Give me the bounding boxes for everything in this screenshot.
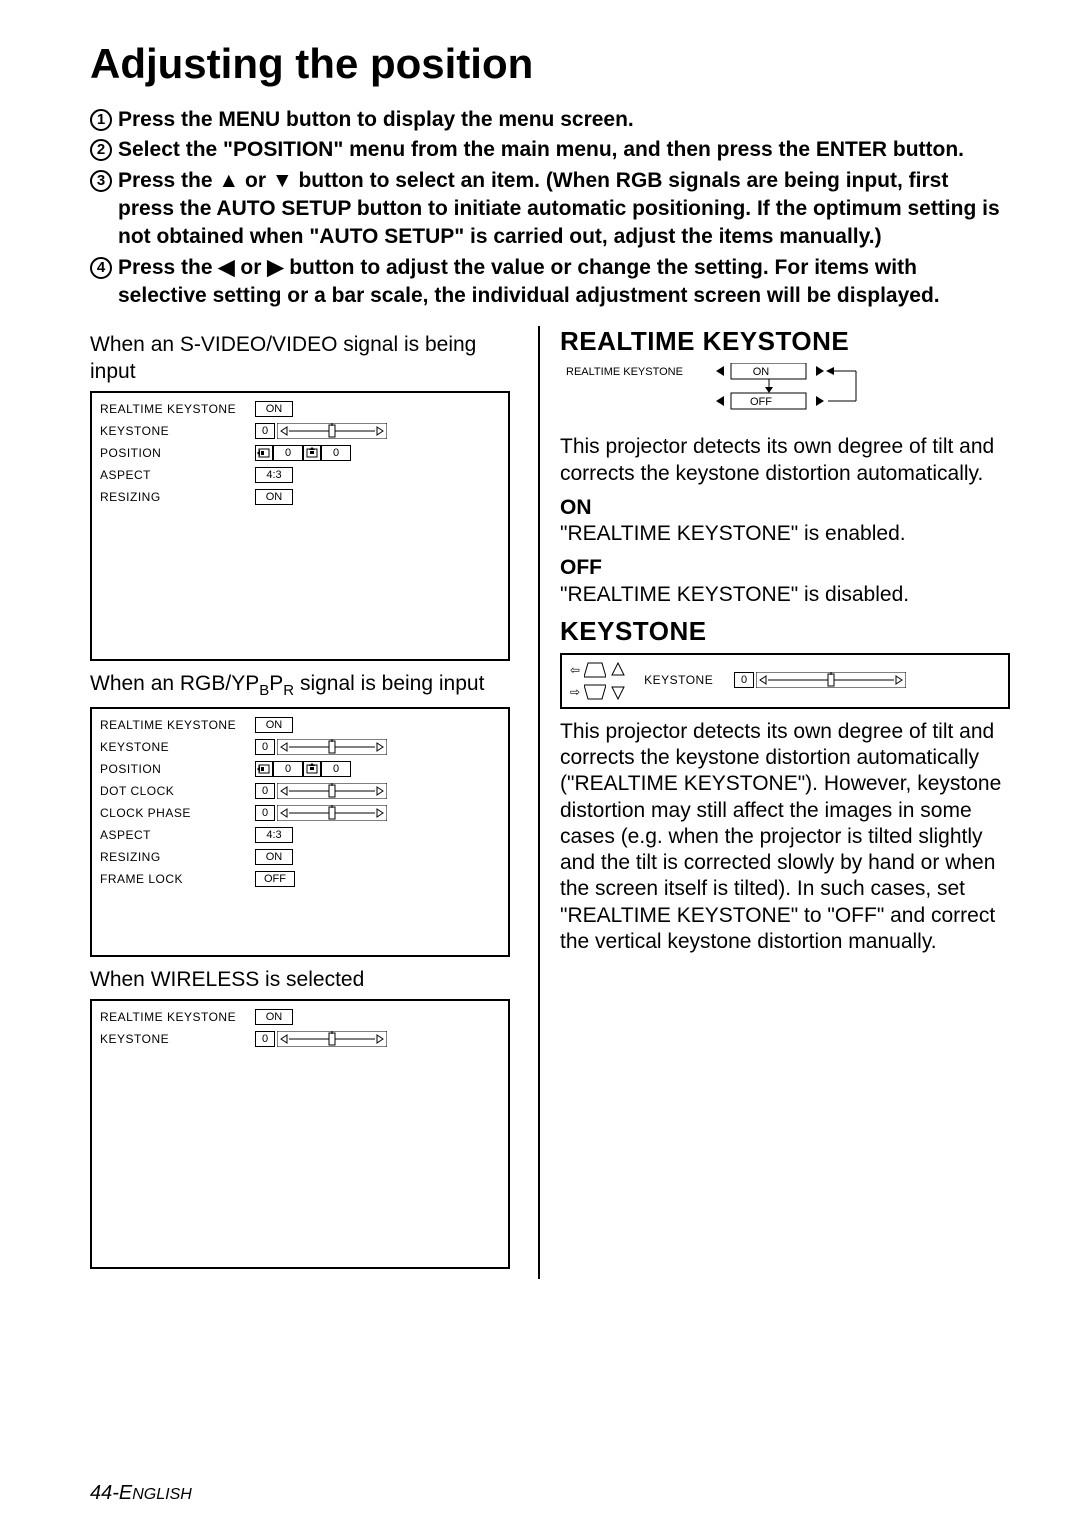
slider-value: 0 xyxy=(255,783,275,799)
arrow-right-icon: ⇨ xyxy=(570,685,580,699)
left-column: When an S-VIDEO/VIDEO signal is being in… xyxy=(90,326,510,1279)
menu-box-svideo: REALTIME KEYSTONEON KEYSTONE 0 POSITION … xyxy=(90,391,510,661)
step-num-4: 4 xyxy=(90,257,112,279)
triangle-up-icon xyxy=(610,661,626,679)
row-value: ON xyxy=(255,401,293,417)
slider-icon xyxy=(277,805,387,821)
slider-cell: 0 xyxy=(255,423,387,439)
slider-icon xyxy=(277,423,387,439)
pos-v-value: 0 xyxy=(321,445,351,461)
step-num-2: 2 xyxy=(90,139,112,161)
vert-icon xyxy=(303,761,321,777)
row-label: KEYSTONE xyxy=(100,1032,255,1046)
keystone-label: KEYSTONE xyxy=(644,673,734,687)
triangle-down-icon xyxy=(610,683,626,701)
right-column: REALTIME KEYSTONE REALTIME KEYSTONE ON O… xyxy=(538,326,1010,1279)
pos-h-value: 0 xyxy=(273,761,303,777)
horiz-icon xyxy=(255,761,273,777)
slider-icon xyxy=(277,783,387,799)
row-label: REALTIME KEYSTONE xyxy=(100,1010,255,1024)
pos-h-value: 0 xyxy=(273,445,303,461)
row-label: KEYSTONE xyxy=(100,424,255,438)
steps-list: 1 Press the MENU button to display the me… xyxy=(90,106,1010,310)
slider-value: 0 xyxy=(255,739,275,755)
row-label: POSITION xyxy=(100,446,255,460)
realtime-body: This projector detects its own degree of… xyxy=(560,434,1010,487)
pos-v-value: 0 xyxy=(321,761,351,777)
section-head-realtime: REALTIME KEYSTONE xyxy=(560,326,1010,357)
row-label: CLOCK PHASE xyxy=(100,806,255,820)
row-value: ON xyxy=(255,717,293,733)
on-block: ON "REALTIME KEYSTONE" is enabled. xyxy=(560,495,1010,548)
trapezoid-icons: ⇦ ⇨ xyxy=(570,661,626,701)
slider-icon xyxy=(277,1031,387,1047)
row-value: ON xyxy=(255,1009,293,1025)
keystone-body: This projector detects its own degree of… xyxy=(560,719,1010,955)
off-text: "REALTIME KEYSTONE" is disabled. xyxy=(560,583,909,606)
row-value: 4:3 xyxy=(255,827,293,843)
step-1-text: Press the MENU button to display the men… xyxy=(118,106,1010,134)
row-value: ON xyxy=(255,489,293,505)
arrow-left-icon: ⇦ xyxy=(570,663,580,677)
svg-text:ON: ON xyxy=(753,366,770,378)
realtime-keystone-diagram: REALTIME KEYSTONE ON OFF xyxy=(566,363,1010,424)
caption-rgb: When an RGB/YPBPR signal is being input xyxy=(90,671,510,701)
caption-svideo: When an S-VIDEO/VIDEO signal is being in… xyxy=(90,332,510,385)
step-3-text: Press the ▲ or ▼ button to select an ite… xyxy=(118,167,1010,252)
off-heading: OFF xyxy=(560,556,602,579)
row-label: FRAME LOCK xyxy=(100,872,255,886)
caption-wireless: When WIRELESS is selected xyxy=(90,967,510,993)
menu-box-wireless: REALTIME KEYSTONEON KEYSTONE 0 xyxy=(90,999,510,1269)
menu-box-rgb: REALTIME KEYSTONEON KEYSTONE 0 POSITION … xyxy=(90,707,510,957)
row-label: REALTIME KEYSTONE xyxy=(100,402,255,416)
row-label: DOT CLOCK xyxy=(100,784,255,798)
position-cell: 0 0 xyxy=(255,445,351,461)
row-value: ON xyxy=(255,849,293,865)
slider-value: 0 xyxy=(255,423,275,439)
row-label: RESIZING xyxy=(100,490,255,504)
on-heading: ON xyxy=(560,496,592,519)
row-label: REALTIME KEYSTONE xyxy=(100,718,255,732)
slider-icon xyxy=(277,739,387,755)
trapezoid-down-icon xyxy=(584,683,606,701)
trapezoid-up-icon xyxy=(584,661,606,679)
page-title: Adjusting the position xyxy=(90,40,1010,88)
step-num-1: 1 xyxy=(90,109,112,131)
step-num-3: 3 xyxy=(90,170,112,192)
vert-icon xyxy=(303,445,321,461)
svg-text:OFF: OFF xyxy=(750,396,772,408)
slider-icon xyxy=(756,672,906,688)
keystone-value: 0 xyxy=(734,672,754,688)
row-label: POSITION xyxy=(100,762,255,776)
row-label: RESIZING xyxy=(100,850,255,864)
page-footer: 44-ENGLISH xyxy=(90,1482,192,1505)
step-4-text: Press the ◀ or ▶ button to adjust the va… xyxy=(118,254,1010,311)
row-label: ASPECT xyxy=(100,828,255,842)
section-head-keystone: KEYSTONE xyxy=(560,616,1010,647)
row-value: OFF xyxy=(255,871,295,887)
off-block: OFF "REALTIME KEYSTONE" is disabled. xyxy=(560,555,1010,608)
row-label: ASPECT xyxy=(100,468,255,482)
on-text: "REALTIME KEYSTONE" is enabled. xyxy=(560,522,906,545)
rk-label: REALTIME KEYSTONE xyxy=(566,366,683,378)
row-label: KEYSTONE xyxy=(100,740,255,754)
row-value: 4:3 xyxy=(255,467,293,483)
slider-value: 0 xyxy=(255,1031,275,1047)
slider-value: 0 xyxy=(255,805,275,821)
keystone-diagram: ⇦ ⇨ KEYSTONE 0 xyxy=(560,653,1010,709)
horiz-icon xyxy=(255,445,273,461)
step-2-text: Select the "POSITION" menu from the main… xyxy=(118,136,1010,164)
